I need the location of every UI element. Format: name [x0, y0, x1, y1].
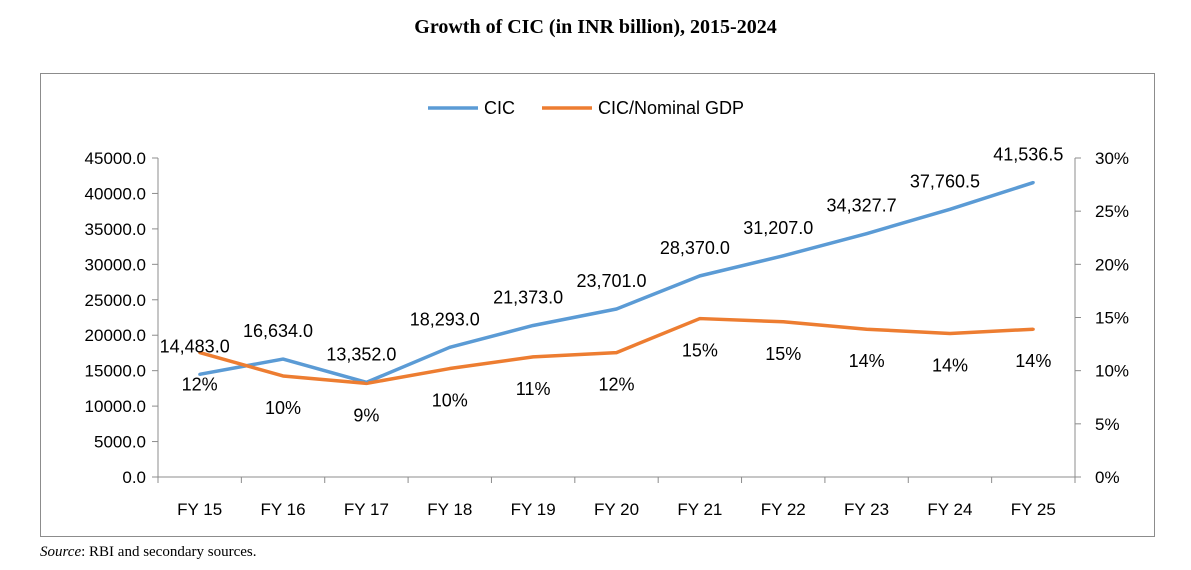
cic-gdp-data-label: 10%	[432, 391, 468, 411]
cic-gdp-point	[948, 331, 952, 335]
y-left-tick-label: 35000.0	[85, 220, 146, 239]
legend-label-cic: CIC	[484, 98, 515, 118]
cic-data-label: 37,760.5	[910, 171, 980, 191]
cic-point	[615, 307, 618, 311]
y-left-tick-label: 45000.0	[85, 149, 146, 168]
x-tick-label: FY 15	[177, 500, 222, 519]
chart-area	[40, 73, 1155, 537]
cic-point	[781, 254, 785, 258]
cic-point	[865, 232, 869, 236]
x-tick-label: FY 25	[1011, 500, 1056, 519]
cic-gdp-data-label: 14%	[1015, 351, 1051, 371]
cic-data-label: 41,536.5	[993, 145, 1063, 165]
cic-gdp-point	[281, 374, 285, 378]
cic-data-label: 14,483.0	[160, 336, 230, 356]
cic-point	[281, 357, 285, 361]
cic-gdp-point	[781, 320, 785, 324]
x-tick-label: FY 18	[427, 500, 472, 519]
y-left-tick-label: 5000.0	[94, 433, 146, 452]
cic-gdp-data-label: 11%	[516, 379, 551, 399]
cic-point	[198, 372, 202, 376]
cic-data-label: 16,634.0	[243, 321, 313, 341]
y-left-tick-label: 20000.0	[85, 326, 146, 345]
x-tick-label: FY 24	[927, 500, 972, 519]
cic-gdp-point	[615, 351, 618, 355]
x-tick-label: FY 17	[344, 500, 389, 519]
cic-point	[448, 345, 452, 349]
legend-label-cic-gdp: CIC/Nominal GDP	[598, 98, 744, 118]
cic-point	[698, 274, 702, 278]
cic-gdp-point	[448, 367, 452, 371]
cic-data-label: 21,373.0	[493, 287, 563, 307]
cic-data-label: 34,327.7	[827, 196, 897, 216]
x-tick-label: FY 23	[844, 500, 889, 519]
y-right-tick-label: 5%	[1095, 415, 1120, 434]
y-left-tick-label: 30000.0	[85, 255, 146, 274]
source-label: Source	[40, 544, 82, 560]
cic-data-label: 18,293.0	[410, 309, 480, 329]
y-right-tick-label: 15%	[1095, 309, 1129, 328]
y-right-tick-label: 30%	[1095, 149, 1129, 168]
cic-gdp-point	[198, 351, 202, 355]
cic-point	[948, 207, 952, 211]
cic-data-label: 28,370.0	[660, 238, 730, 258]
y-right-tick-label: 20%	[1095, 255, 1129, 274]
x-tick-label: FY 19	[511, 500, 556, 519]
x-tick-label: FY 20	[594, 500, 639, 519]
cic-gdp-data-label: 14%	[932, 355, 968, 375]
source-text: : RBI and secondary sources.	[81, 544, 257, 560]
cic-gdp-data-label: 14%	[849, 351, 885, 371]
source-note: Source: RBI and secondary sources.	[40, 544, 256, 561]
line-chart: 0.0 5000.0 10000.0 15000.0 20000.0 25000.0 300…	[85, 98, 1129, 519]
y-right-tick-label: 25%	[1095, 202, 1129, 221]
cic-point	[531, 323, 535, 327]
y-left-tick-label: 25000.0	[85, 291, 146, 310]
cic-data-label: 23,701.0	[576, 271, 646, 291]
cic-gdp-data-label: 12%	[598, 375, 634, 395]
cic-gdp-data-label: 15%	[765, 344, 801, 364]
cic-gdp-point	[531, 355, 535, 359]
y-left-tick-label: 10000.0	[85, 397, 146, 416]
x-tick-label: FY 22	[761, 500, 806, 519]
x-tick-label: FY 21	[677, 500, 722, 519]
cic-gdp-point	[1031, 327, 1035, 331]
cic-gdp-data-label: 9%	[353, 405, 379, 425]
y-right-tick-label: 0%	[1095, 468, 1120, 487]
cic-data-label: 31,207.0	[743, 218, 813, 238]
cic-point	[1031, 181, 1035, 185]
y-right-tick-label: 10%	[1095, 362, 1129, 381]
x-tick-label: FY 16	[261, 500, 306, 519]
y-left-tick-label: 0.0	[122, 468, 146, 487]
cic-gdp-data-label: 12%	[182, 375, 218, 395]
y-left-tick-label: 40000.0	[85, 184, 146, 203]
cic-gdp-data-label: 10%	[265, 398, 301, 418]
cic-gdp-point	[698, 317, 702, 321]
chart-title: Growth of CIC (in INR billion), 2015-202…	[414, 16, 777, 38]
cic-gdp-point	[364, 381, 368, 385]
cic-gdp-data-label: 15%	[682, 341, 718, 361]
cic-data-label: 13,352.0	[326, 344, 396, 364]
y-left-tick-label: 15000.0	[85, 362, 146, 381]
cic-gdp-point	[865, 327, 869, 331]
